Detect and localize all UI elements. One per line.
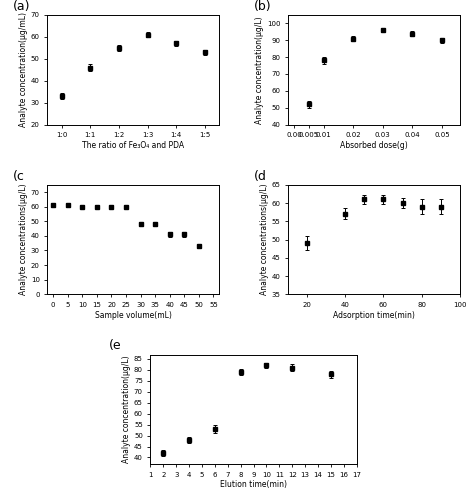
X-axis label: Elution time(min): Elution time(min) [220,481,287,490]
Y-axis label: Analyte concentration(μg/mL): Analyte concentration(μg/mL) [19,12,28,127]
Text: (c: (c [13,170,25,183]
Text: (b): (b) [254,0,271,13]
X-axis label: Adsorption time(min): Adsorption time(min) [333,311,415,320]
Y-axis label: Analyte concentrations(μg/L): Analyte concentrations(μg/L) [260,184,269,295]
Text: (d: (d [254,170,266,183]
Text: (e: (e [109,339,122,352]
Y-axis label: Analyte concentrations(μg/L): Analyte concentrations(μg/L) [19,184,28,295]
X-axis label: Absorbed dose(g): Absorbed dose(g) [340,141,408,150]
Y-axis label: Analyte concentration(μg/L): Analyte concentration(μg/L) [122,355,131,463]
X-axis label: The ratio of Fe₃O₄ and PDA: The ratio of Fe₃O₄ and PDA [82,141,184,150]
X-axis label: Sample volume(mL): Sample volume(mL) [95,311,172,320]
Text: (a): (a) [13,0,30,13]
Y-axis label: Analyte concentration(μg/L): Analyte concentration(μg/L) [255,16,264,124]
